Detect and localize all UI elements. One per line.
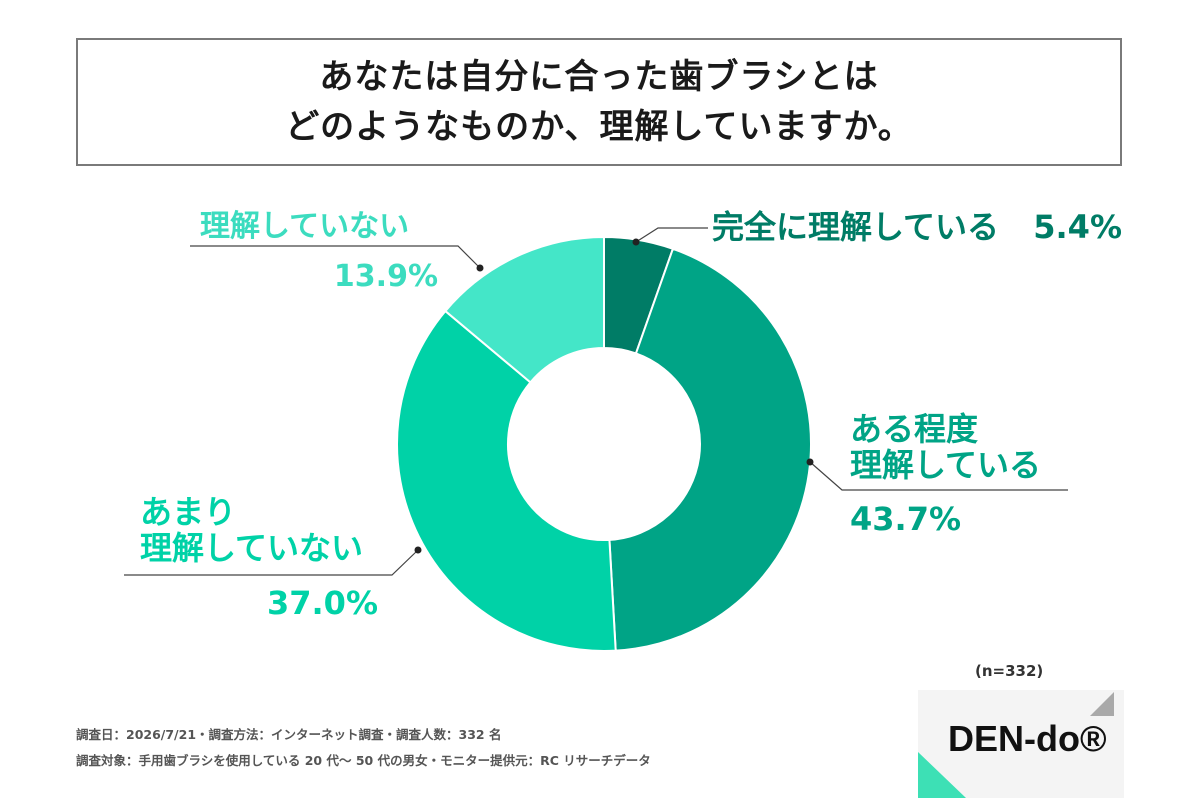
slice-value-label-2: 37.0% (267, 584, 378, 622)
brand-logo: DEN-do® (948, 718, 1107, 759)
slice-label-1-line-0: ある程度 (850, 410, 978, 448)
leader-dot-2 (414, 546, 422, 554)
slice-label-2-line-0: あまり (140, 493, 236, 531)
slice-label-3-line-0: 理解していない (200, 209, 409, 244)
leader-line-1 (809, 461, 1068, 491)
sample-size-label: (n=332) (975, 662, 1044, 680)
logo-corner-gray-triangle (1090, 692, 1114, 716)
footer-survey-info: 調査日：2026/7/21・調査方法：インターネット調査・調査人数：332 名 (76, 727, 502, 742)
leader-line-3 (190, 245, 481, 269)
chart-title-line-1: あなたは自分に合った歯ブラシとは (319, 57, 879, 97)
leader-dot-0 (632, 238, 640, 246)
slice-value-label-0: 5.4% (1033, 208, 1122, 246)
chart-title-line-2: どのようなものか、理解していますか。 (285, 107, 913, 147)
leader-line-0 (635, 227, 708, 243)
leader-line-2 (124, 549, 419, 576)
footer-survey-target: 調査対象：手用歯ブラシを使用している 20 代〜 50 代の男女・モニター提供元… (76, 753, 651, 768)
leader-dot-1 (806, 458, 814, 466)
donut-slice-1 (608, 247, 812, 652)
leader-dot-3 (476, 264, 484, 272)
slice-value-label-1: 43.7% (850, 500, 961, 538)
slice-label-0-line-0: 完全に理解している (712, 208, 999, 246)
slice-label-1-line-1: 理解している (850, 446, 1041, 484)
donut-slice-3 (443, 235, 605, 384)
logo-corner-green-triangle (918, 752, 966, 798)
donut-slice-2 (396, 309, 617, 652)
slice-label-2-line-1: 理解していない (140, 529, 363, 567)
title-box: あなたは自分に合った歯ブラシとは どのようなものか、理解していますか。 (76, 38, 1122, 166)
slice-value-label-3: 13.9% (334, 259, 438, 294)
